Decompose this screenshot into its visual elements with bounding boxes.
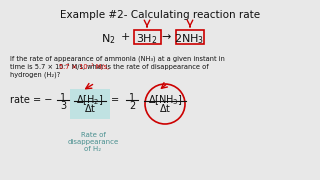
Text: hydrogen (H₂)?: hydrogen (H₂)? <box>10 71 60 78</box>
Text: +: + <box>120 32 130 42</box>
Text: 1: 1 <box>129 93 135 103</box>
Text: Rate of: Rate of <box>81 132 105 138</box>
Text: of H₂: of H₂ <box>84 146 101 152</box>
Text: 2: 2 <box>129 101 135 111</box>
Text: Example #2- Calculating reaction rate: Example #2- Calculating reaction rate <box>60 10 260 20</box>
Text: 3: 3 <box>60 101 66 111</box>
Text: 1: 1 <box>60 93 66 103</box>
Text: $\Delta$t: $\Delta$t <box>159 102 171 114</box>
Text: →: → <box>161 32 171 42</box>
Text: $\Delta$[NH$_3$]: $\Delta$[NH$_3$] <box>148 93 182 107</box>
Text: $\Delta$t: $\Delta$t <box>84 102 96 114</box>
Text: 2NH$_3$: 2NH$_3$ <box>174 32 204 46</box>
Text: If the rate of appearance of ammonia (NH₃) at a given instant in: If the rate of appearance of ammonia (NH… <box>10 55 225 62</box>
FancyBboxPatch shape <box>70 89 110 119</box>
Text: rate = −: rate = − <box>10 95 52 105</box>
Text: =: = <box>111 95 119 105</box>
Text: $\Delta$[H$_2$]: $\Delta$[H$_2$] <box>76 93 104 107</box>
Text: 5.7 × 10⁻¹ M/s,: 5.7 × 10⁻¹ M/s, <box>10 63 109 70</box>
Text: N$_2$: N$_2$ <box>101 32 115 46</box>
Text: 3H$_2$: 3H$_2$ <box>136 32 158 46</box>
Text: time is 5.7 × 10⁻¹ M/s, what is the rate of disappearance of: time is 5.7 × 10⁻¹ M/s, what is the rate… <box>10 63 209 70</box>
Text: disappearance: disappearance <box>68 139 119 145</box>
